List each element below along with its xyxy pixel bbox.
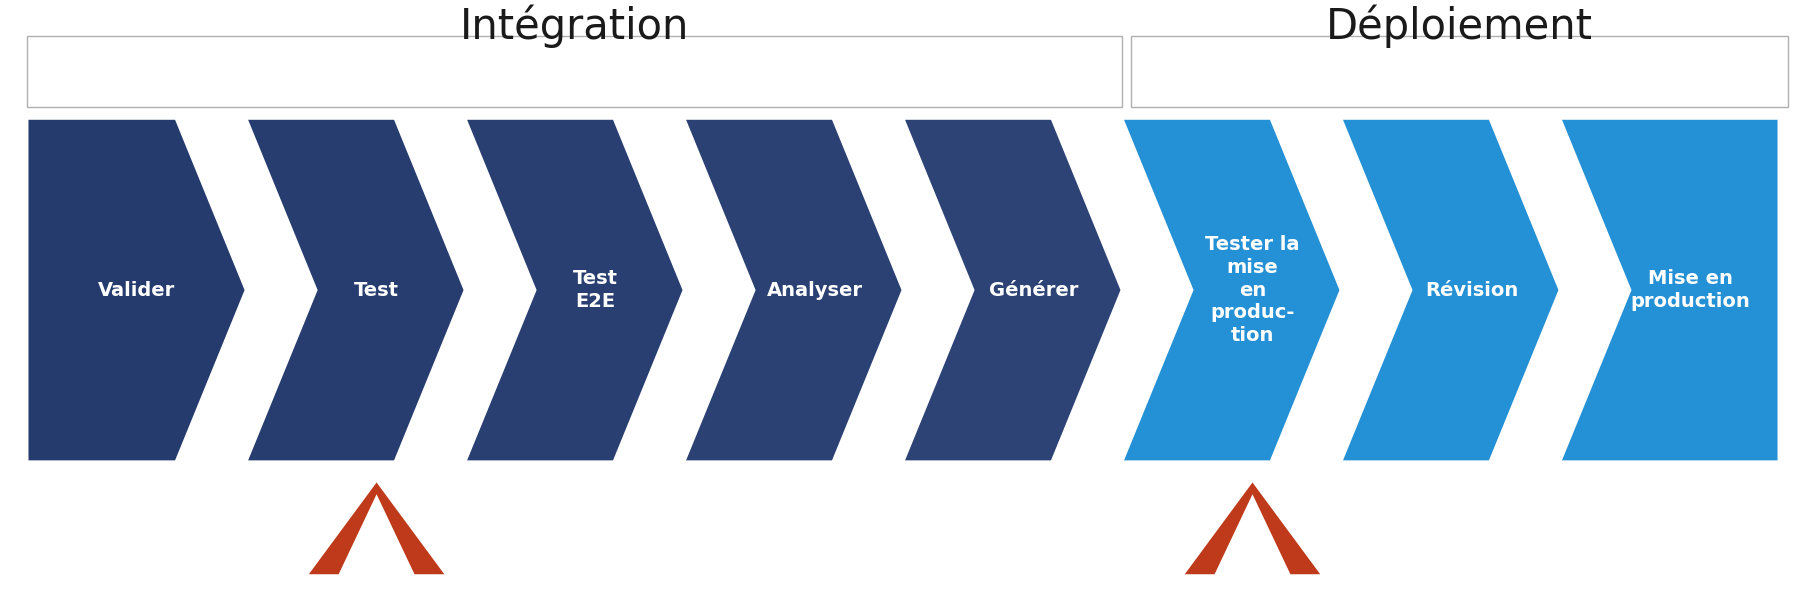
Polygon shape	[1560, 118, 1778, 462]
Text: Générer: Générer	[989, 281, 1078, 300]
Bar	[1130, 36, 1787, 107]
Text: Déploiement: Déploiement	[1325, 5, 1592, 49]
Polygon shape	[466, 118, 684, 462]
Polygon shape	[309, 482, 444, 574]
Text: Analyser: Analyser	[765, 281, 863, 300]
Polygon shape	[245, 118, 466, 462]
Polygon shape	[902, 118, 1121, 462]
Text: Révision: Révision	[1424, 281, 1518, 300]
Polygon shape	[684, 118, 902, 462]
Text: Tester la
mise
en
produc-
tion: Tester la mise en produc- tion	[1204, 235, 1300, 345]
Polygon shape	[1184, 482, 1319, 574]
Polygon shape	[1339, 118, 1560, 462]
Polygon shape	[27, 118, 245, 462]
Text: Test
E2E: Test E2E	[572, 269, 617, 311]
Text: Intégration: Intégration	[460, 5, 690, 49]
Bar	[27, 36, 1121, 107]
Text: Test: Test	[354, 281, 399, 300]
Text: Mise en
production: Mise en production	[1630, 269, 1749, 311]
Polygon shape	[1121, 118, 1339, 462]
Text: Valider: Valider	[97, 281, 175, 300]
